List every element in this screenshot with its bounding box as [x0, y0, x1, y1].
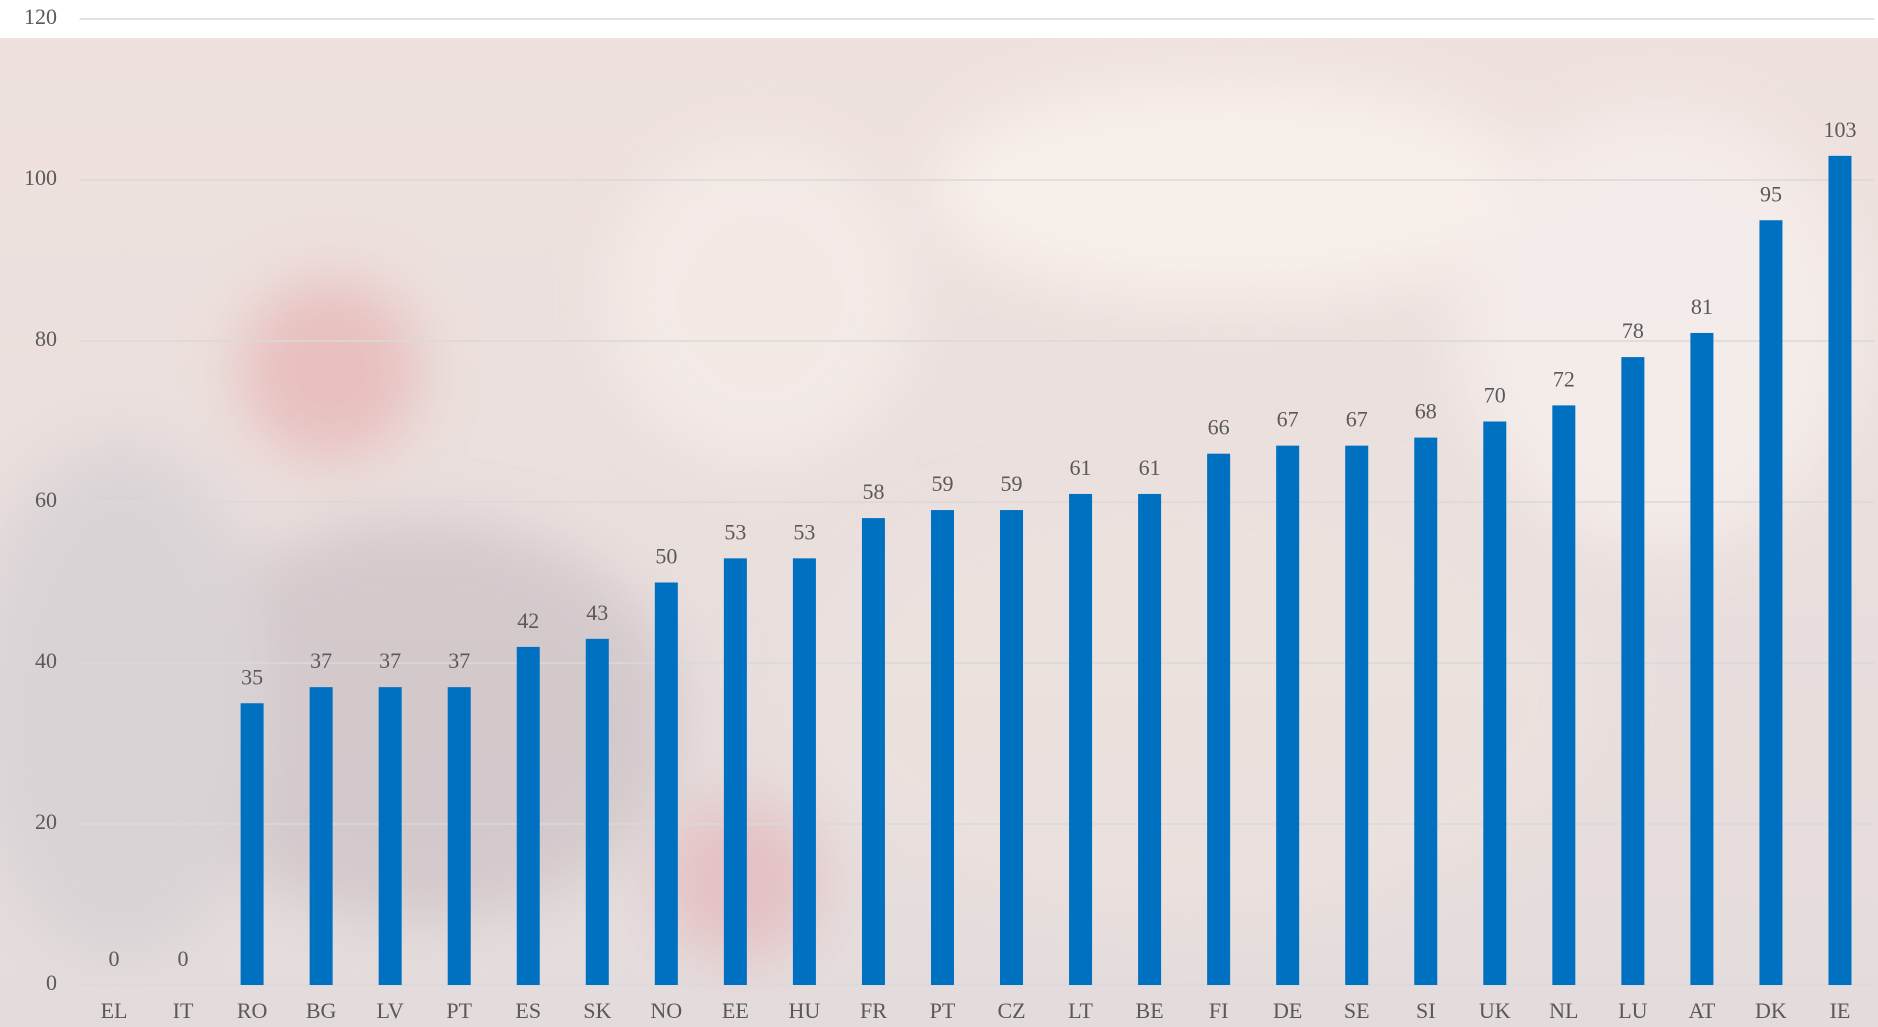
data-label: 42 — [517, 608, 539, 633]
bar — [1138, 493, 1162, 985]
data-label: 37 — [310, 648, 332, 673]
x-tick-label: DE — [1273, 998, 1302, 1023]
bar — [1414, 437, 1438, 986]
data-label: 81 — [1691, 294, 1713, 319]
x-tick-label: LU — [1618, 998, 1647, 1023]
bar — [1000, 510, 1024, 985]
data-label: 78 — [1622, 318, 1644, 343]
data-label: 59 — [931, 471, 953, 496]
marks-layer: 0 0 35 37 37 37 42 43 50 53 53 58 59 59 61 61 66 67 67 68 70… — [109, 117, 1856, 986]
bar — [240, 703, 264, 985]
bar — [378, 687, 402, 985]
data-label: 43 — [586, 600, 608, 625]
y-tick-label: 20 — [35, 809, 57, 834]
bar — [1552, 405, 1576, 985]
x-tick-label: IE — [1830, 998, 1851, 1023]
bar — [930, 510, 954, 985]
bar — [861, 518, 885, 985]
x-tick-label: SI — [1416, 998, 1436, 1023]
x-tick-label: PT — [446, 998, 472, 1023]
x-tick-label: RO — [237, 998, 268, 1023]
x-tick-label: LV — [377, 998, 404, 1023]
data-label: 0 — [178, 946, 189, 971]
bar — [447, 687, 471, 985]
x-tick-label: DK — [1755, 998, 1787, 1023]
data-label: 58 — [862, 479, 884, 504]
data-label: 53 — [793, 519, 815, 544]
bar — [1690, 332, 1714, 985]
x-tick-label: LT — [1068, 998, 1093, 1023]
bar — [1621, 357, 1645, 986]
x-tick-label: NL — [1549, 998, 1578, 1023]
bar — [723, 558, 747, 985]
x-tick-label: SE — [1344, 998, 1370, 1023]
x-tick-label: UK — [1479, 998, 1511, 1023]
bar — [1207, 453, 1231, 985]
x-tick-label: FR — [860, 998, 887, 1023]
x-tick-label: SK — [583, 998, 611, 1023]
bar — [1483, 421, 1507, 985]
bar — [1276, 445, 1300, 985]
data-label: 37 — [379, 648, 401, 673]
x-tick-label: AT — [1688, 998, 1715, 1023]
axis-layer: 0 20 40 60 80 100 120 EL IT RO BG LV PT ES SK NO EE HU FR P… — [24, 4, 1875, 1023]
y-tick-label: 0 — [46, 970, 57, 995]
x-tick-label: EL — [101, 998, 128, 1023]
bar — [1759, 220, 1783, 985]
x-tick-label: FI — [1209, 998, 1229, 1023]
y-tick-label: 120 — [24, 4, 57, 29]
bar — [309, 687, 333, 985]
data-label: 37 — [448, 648, 470, 673]
bar — [654, 582, 678, 985]
data-label: 59 — [1001, 471, 1023, 496]
x-tick-label: NO — [650, 998, 682, 1023]
data-label: 0 — [109, 946, 120, 971]
y-tick-label: 60 — [35, 487, 57, 512]
data-label: 103 — [1823, 117, 1856, 142]
data-label: 70 — [1484, 383, 1506, 408]
bar — [1069, 493, 1093, 985]
data-label: 61 — [1070, 455, 1092, 480]
bar — [792, 558, 816, 985]
data-label: 68 — [1415, 399, 1437, 424]
x-tick-label: HU — [789, 998, 821, 1023]
x-tick-label: PT — [930, 998, 956, 1023]
y-tick-label: 100 — [24, 165, 57, 190]
x-tick-label: BG — [306, 998, 337, 1023]
y-tick-label: 80 — [35, 326, 57, 351]
data-label: 72 — [1553, 366, 1575, 391]
bar — [1345, 445, 1369, 985]
x-tick-label: CZ — [997, 998, 1025, 1023]
data-label: 67 — [1346, 407, 1368, 432]
x-tick-label: BE — [1136, 998, 1164, 1023]
x-tick-label: EE — [722, 998, 749, 1023]
data-label: 53 — [724, 519, 746, 544]
bar — [1828, 155, 1852, 986]
data-label: 50 — [655, 544, 677, 569]
data-label: 95 — [1760, 181, 1782, 206]
bar — [585, 638, 609, 985]
y-tick-label: 40 — [35, 648, 57, 673]
x-tick-label: IT — [173, 998, 194, 1023]
data-label: 67 — [1277, 407, 1299, 432]
data-label: 35 — [241, 664, 263, 689]
bar — [516, 646, 540, 985]
data-label: 61 — [1139, 455, 1161, 480]
data-label: 66 — [1208, 415, 1230, 440]
x-tick-label: ES — [515, 998, 541, 1023]
